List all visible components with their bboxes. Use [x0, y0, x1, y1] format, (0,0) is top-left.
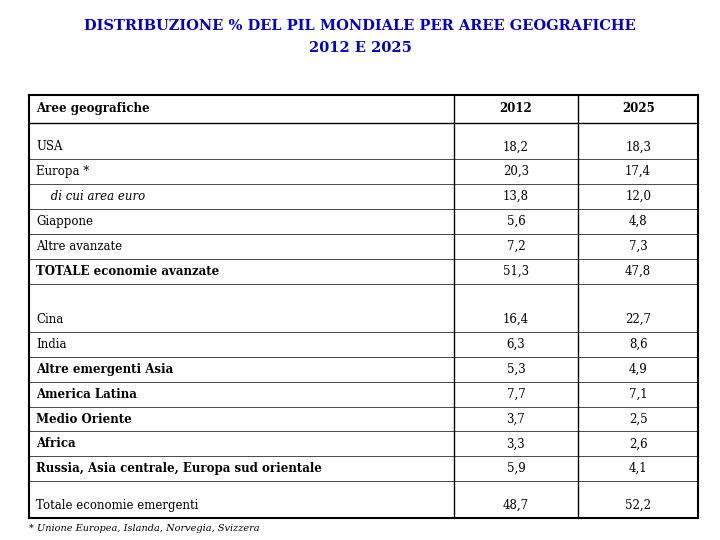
Text: Altre avanzate: Altre avanzate: [36, 240, 122, 253]
Text: India: India: [36, 338, 66, 351]
Text: America Latina: America Latina: [36, 388, 137, 401]
Text: 22,7: 22,7: [625, 313, 651, 326]
Text: Totale economie emergenti: Totale economie emergenti: [36, 499, 199, 512]
Text: 48,7: 48,7: [503, 499, 529, 512]
Text: 2,5: 2,5: [629, 413, 647, 426]
Text: di cui area euro: di cui area euro: [47, 190, 145, 203]
Text: 5,9: 5,9: [507, 462, 526, 475]
Text: 52,2: 52,2: [625, 499, 651, 512]
Text: 7,7: 7,7: [507, 388, 526, 401]
Text: Giappone: Giappone: [36, 215, 93, 228]
Text: 2012: 2012: [500, 102, 532, 115]
Text: 16,4: 16,4: [503, 313, 529, 326]
Text: Russia, Asia centrale, Europa sud orientale: Russia, Asia centrale, Europa sud orient…: [36, 462, 322, 475]
Text: Aree geografiche: Aree geografiche: [36, 102, 150, 115]
Text: 3,3: 3,3: [507, 437, 526, 450]
Text: 7,1: 7,1: [629, 388, 647, 401]
Text: 3,7: 3,7: [507, 413, 526, 426]
Text: 18,2: 18,2: [503, 140, 529, 153]
Text: 5,6: 5,6: [507, 215, 526, 228]
Text: 2012 E 2025: 2012 E 2025: [309, 40, 411, 55]
Text: 18,3: 18,3: [625, 140, 651, 153]
Text: Medio Oriente: Medio Oriente: [36, 413, 132, 426]
Text: 17,4: 17,4: [625, 165, 651, 178]
Text: 12,0: 12,0: [625, 190, 651, 203]
Text: Altre emergenti Asia: Altre emergenti Asia: [36, 363, 174, 376]
Text: 2,6: 2,6: [629, 437, 647, 450]
Text: 4,8: 4,8: [629, 215, 647, 228]
Text: 8,6: 8,6: [629, 338, 647, 351]
Text: 7,3: 7,3: [629, 240, 647, 253]
Text: Europa *: Europa *: [36, 165, 89, 178]
Text: 2025: 2025: [622, 102, 654, 115]
Text: Africa: Africa: [36, 437, 76, 450]
Text: USA: USA: [36, 140, 63, 153]
Text: 20,3: 20,3: [503, 165, 529, 178]
Text: 51,3: 51,3: [503, 265, 529, 278]
Text: DISTRIBUZIONE % DEL PIL MONDIALE PER AREE GEOGRAFICHE: DISTRIBUZIONE % DEL PIL MONDIALE PER ARE…: [84, 19, 636, 33]
Text: Cina: Cina: [36, 313, 63, 326]
Text: 47,8: 47,8: [625, 265, 651, 278]
Text: 4,9: 4,9: [629, 363, 647, 376]
Text: * Unione Europea, Islanda, Norvegia, Svizzera: * Unione Europea, Islanda, Norvegia, Svi…: [29, 524, 259, 534]
Text: 6,3: 6,3: [507, 338, 526, 351]
Text: 4,1: 4,1: [629, 462, 647, 475]
Text: 5,3: 5,3: [507, 363, 526, 376]
Text: 13,8: 13,8: [503, 190, 529, 203]
Text: 7,2: 7,2: [507, 240, 526, 253]
Text: TOTALE economie avanzate: TOTALE economie avanzate: [36, 265, 220, 278]
